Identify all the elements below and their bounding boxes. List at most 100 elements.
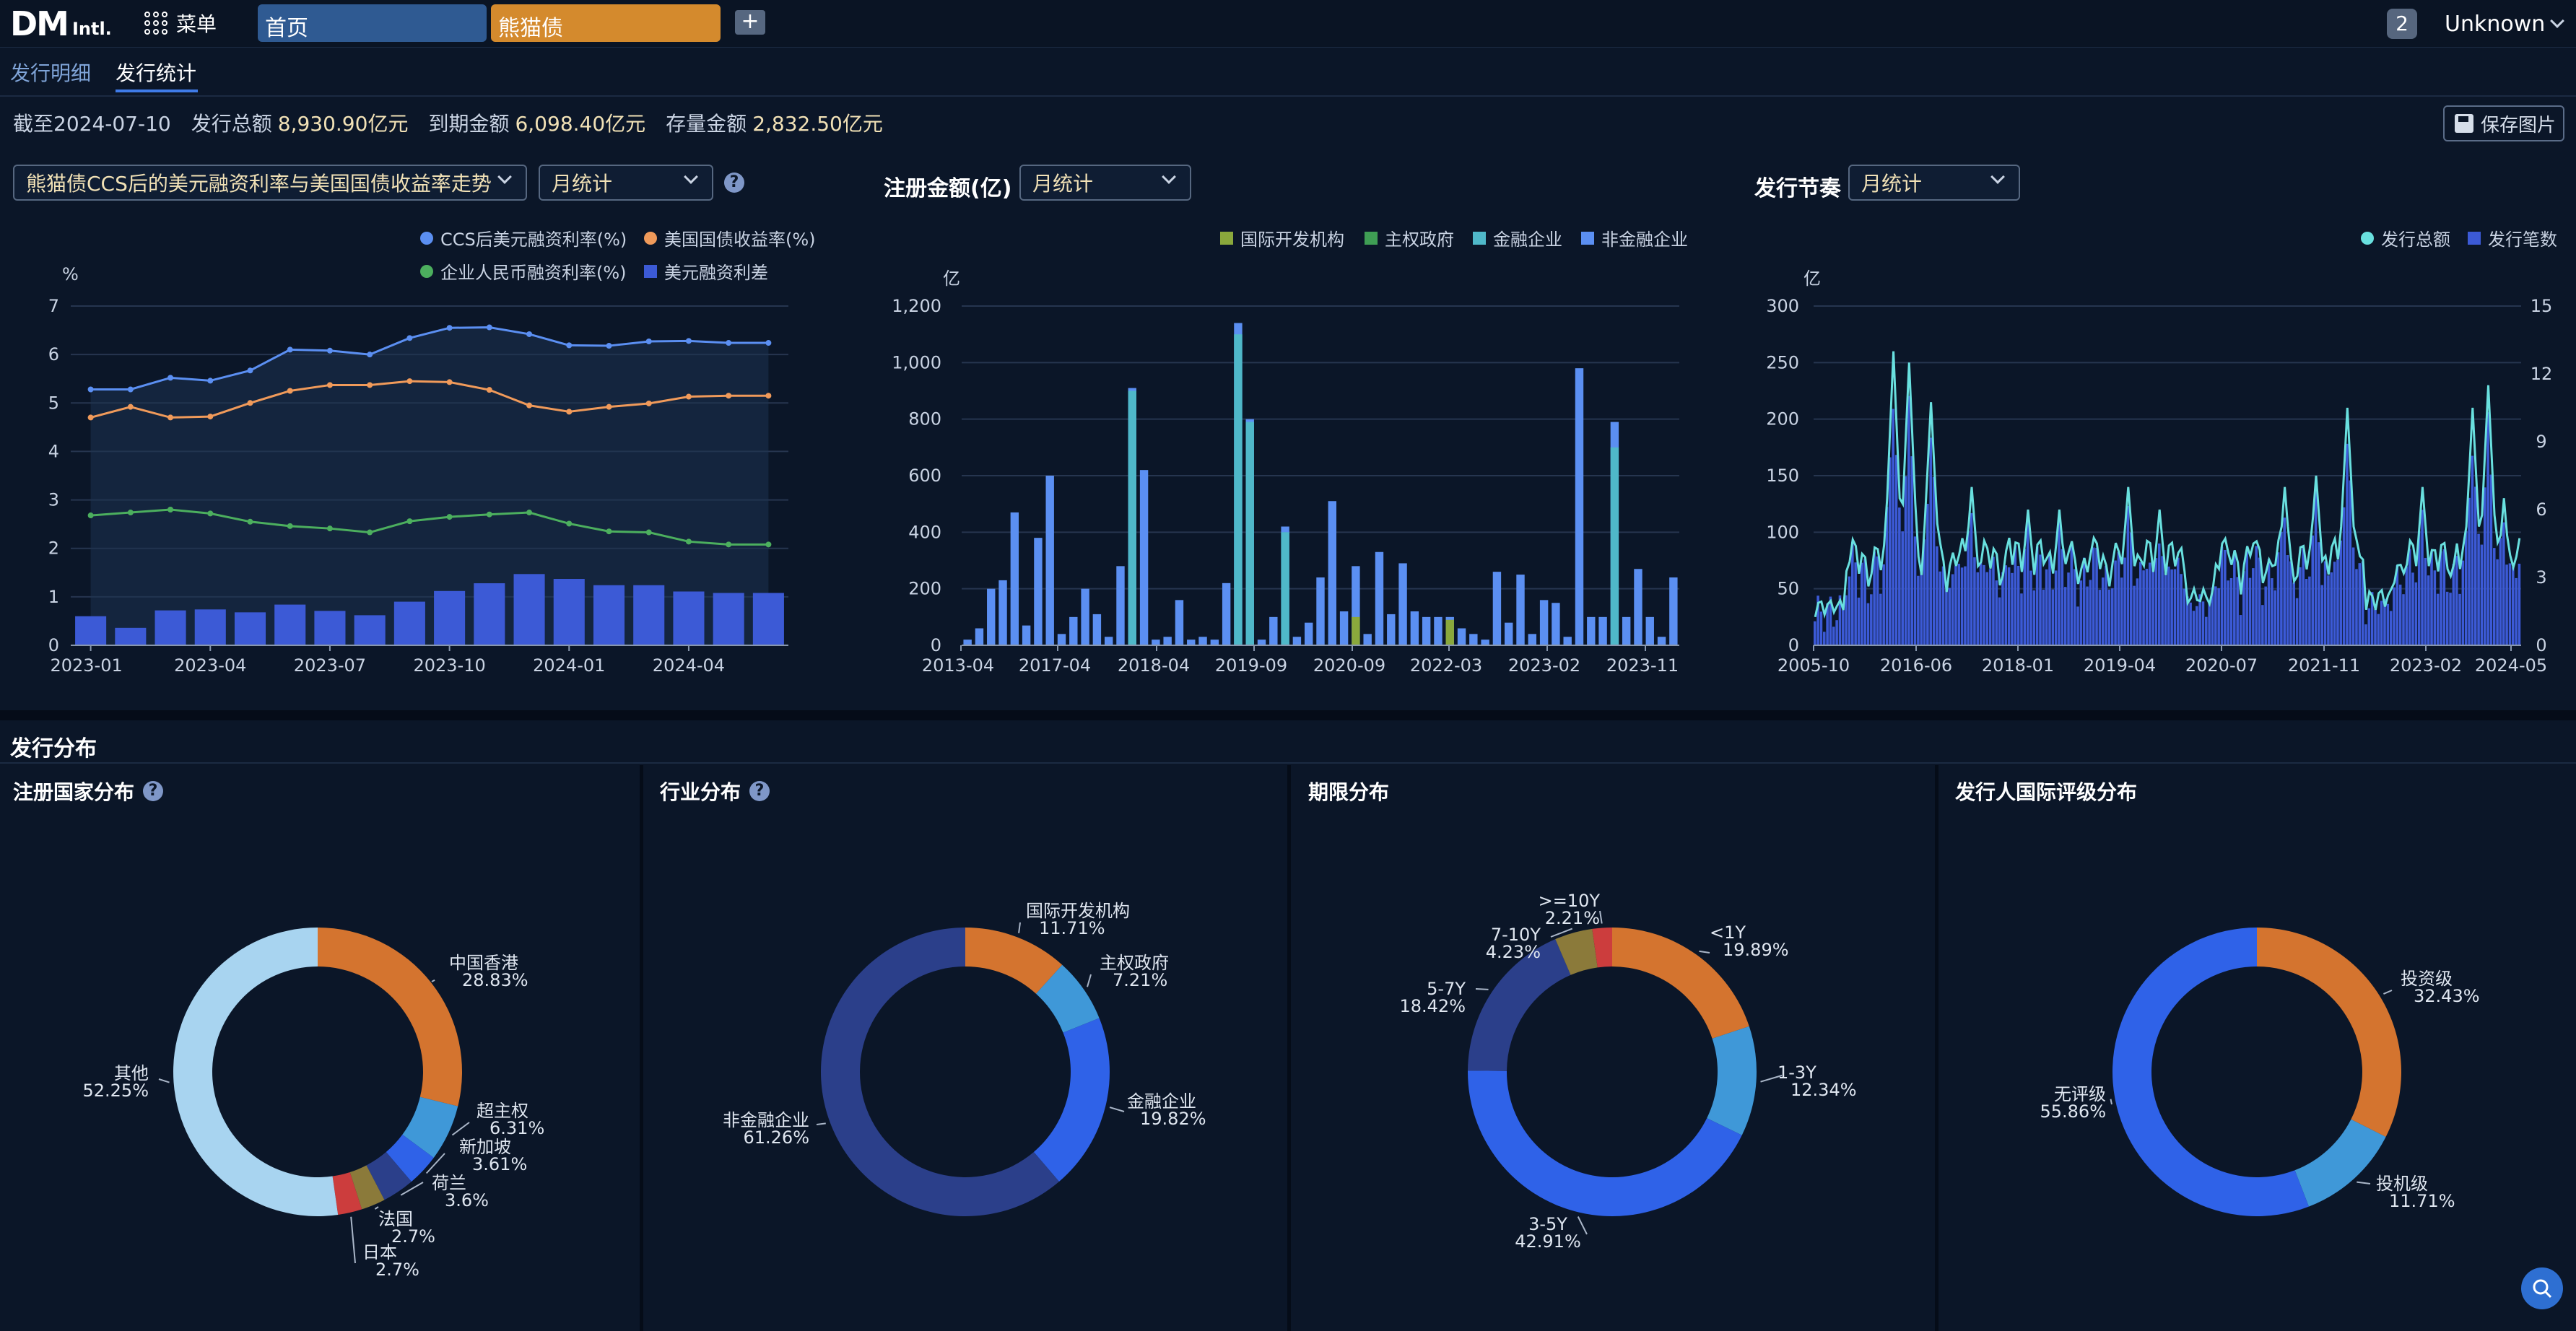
chart2-period-select[interactable]: 月统计 [1019,165,1191,201]
data-point [87,386,94,393]
bar-count [2023,549,2027,645]
data-point [606,528,612,535]
menu-button[interactable]: 菜单 [144,7,217,39]
legend-item[interactable]: 金融企业 [1473,225,1562,250]
distribution-title: 发行分布 [10,736,97,761]
bar-nonfinancial [1198,637,1207,645]
bar-nonfinancial [1481,640,1489,645]
bar-nonfinancial [963,640,972,645]
bar-count [1892,409,1894,645]
help-icon[interactable]: ? [749,781,770,801]
bar-spread [155,610,186,645]
help-icon[interactable]: ? [143,781,164,801]
pie-slice [1468,1070,1742,1216]
bar-count [2161,556,2164,645]
notification-badge[interactable]: 2 [2387,9,2417,39]
bar-count [2217,588,2220,645]
data-point [367,352,373,358]
bar-count [2126,506,2130,645]
bar-count [2305,579,2308,645]
y-tick-label: 1 [48,587,59,607]
bar-financial [1610,447,1619,645]
bar-count [2314,488,2318,645]
data-point [127,386,134,393]
bar-count [2471,455,2474,645]
bar-nonfinancial [1598,616,1607,645]
y-tick-label: 7 [48,296,59,316]
data-point [765,340,772,346]
bar-count [2042,590,2045,645]
x-tick-label: 2023-02 [2390,655,2462,676]
bar-count [1910,456,1913,645]
bar-nonfinancial [1645,616,1654,645]
bar-count [1948,588,1951,645]
legend-item[interactable]: 发行笔数 [2468,225,2557,250]
bar-nonfinancial [1410,611,1419,645]
bar-nonfinancial [1398,563,1407,645]
data-point [247,400,253,406]
bar-nonfinancial [1069,616,1078,645]
add-tab-button[interactable]: + [735,10,765,35]
bar-count [1964,566,1967,645]
bar-count [2311,535,2315,645]
tab-home[interactable]: 首页 [258,4,487,42]
bar-nonfinancial [1434,616,1443,645]
data-point [127,510,134,516]
x-tick-label: 2023-04 [174,655,246,676]
bar-nonfinancial [1163,637,1172,645]
legend-item[interactable]: 国际开发机构 [1220,225,1344,250]
bar-nonfinancial [1352,566,1360,645]
user-menu[interactable]: Unknown [2445,9,2565,39]
chart3-period-select[interactable]: 月统计 [1848,165,2020,201]
bar-count [2398,584,2402,645]
leader-line [1550,928,1573,938]
bar-count [2464,531,2468,645]
subtab-issue-stats[interactable]: 发行统计 [116,61,197,85]
chart1-metric-select[interactable]: 熊猫债CCS后的美元融资利率与美国国债收益率走势 [13,165,527,201]
tab-panda-bond[interactable]: 熊猫债 [491,4,721,42]
data-point [566,409,573,415]
bar-nonfinancial [1634,569,1642,645]
country-distribution-pie[interactable]: 中国香港28.83%超主权6.31%新加坡3.61%荷兰3.6%法国2.7%日本… [0,801,640,1331]
legend-item[interactable]: 美国国债收益率(%) [644,225,816,250]
bar-count [2283,518,2286,645]
legend-item[interactable]: 企业人民币融资利率(%) [420,258,627,284]
registration-amount-chart[interactable]: 0 200 400 600 800 1,000 1,200 2013-04 2017-04 201… [866,289,1704,693]
dm-logo[interactable]: DM Intl. [10,4,112,40]
chart1-period-select[interactable]: 月统计 [539,165,713,201]
subtab-issue-detail[interactable]: 发行明细 [10,61,92,85]
bar-count [2458,593,2461,645]
legend-item[interactable]: 发行总额 [2361,225,2450,250]
bar-nonfinancial [998,580,1007,645]
bar-spread [314,611,346,645]
data-point [87,512,94,519]
data-point [765,541,772,548]
bar-count [2136,578,2139,645]
data-point [446,514,453,520]
leader-line [400,1182,424,1196]
legend-item[interactable]: 非金融企业 [1581,225,1688,250]
help-icon[interactable]: ? [724,173,744,193]
x-tick-label: 2016-06 [1880,655,1952,676]
rate-trend-chart[interactable]: 0 1 2 3 4 5 6 7 2023-01 2023-04 2023-07 2023-10 2024… [0,289,823,693]
save-image-button[interactable]: 保存图片 [2443,105,2564,141]
legend-dot [420,264,433,278]
bar-count [1913,536,1917,645]
legend-item[interactable]: CCS后美元融资利率(%) [420,225,627,250]
legend-item[interactable]: 美元融资利差 [644,258,768,284]
leader-line [431,979,435,982]
stock-amount-value: 2,832.50亿元 [752,112,883,136]
chart2-unit: 亿 [943,269,960,289]
bar-financial [1128,390,1136,645]
issuance-rhythm-chart[interactable]: 0 50 100 150 200 250 300 0 3 6 9 12 15 2005-10 2016-06… [1747,289,2576,693]
legend-label: 国际开发机构 [1240,230,1344,250]
issue-total-label: 发行总额 [191,112,272,136]
legend-item[interactable]: 主权政府 [1365,225,1454,250]
x-tick-label: 2005-10 [1777,655,1850,676]
bar-count [2035,546,2039,645]
search-button[interactable] [2521,1267,2563,1309]
bar-nonfinancial [1139,470,1149,645]
